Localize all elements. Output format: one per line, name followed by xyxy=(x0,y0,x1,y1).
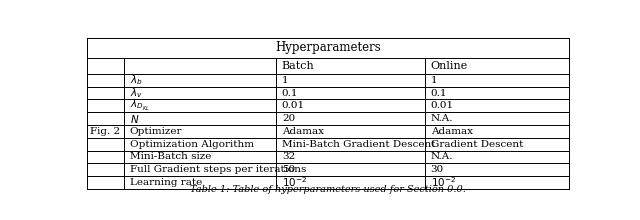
Text: Full Gradient steps per iterations: Full Gradient steps per iterations xyxy=(129,165,306,174)
Text: 0.1: 0.1 xyxy=(282,88,298,97)
Text: 1: 1 xyxy=(431,76,437,85)
Text: N.A.: N.A. xyxy=(431,114,453,123)
Text: $10^{-2}$: $10^{-2}$ xyxy=(431,176,456,189)
Text: Table 1: Table of hyperparameters used for Section 0.0.: Table 1: Table of hyperparameters used f… xyxy=(190,185,466,194)
Text: $\lambda_b$: $\lambda_b$ xyxy=(129,73,143,87)
Text: $N$: $N$ xyxy=(129,113,139,125)
Text: $\lambda_v$: $\lambda_v$ xyxy=(129,86,143,100)
Text: 32: 32 xyxy=(282,152,295,161)
Text: Adamax: Adamax xyxy=(282,127,324,136)
Text: $10^{-2}$: $10^{-2}$ xyxy=(282,176,307,189)
Text: Hyperparameters: Hyperparameters xyxy=(275,42,381,55)
Text: Mini-Batch Gradient Descent: Mini-Batch Gradient Descent xyxy=(282,140,435,149)
Text: Fig. 2: Fig. 2 xyxy=(90,127,120,136)
Text: Mini-Batch size: Mini-Batch size xyxy=(129,152,211,161)
Text: $\lambda_{D_{KL}}$: $\lambda_{D_{KL}}$ xyxy=(129,98,150,113)
Text: Optimizer: Optimizer xyxy=(129,127,182,136)
Text: 0.01: 0.01 xyxy=(431,101,454,110)
Text: 30: 30 xyxy=(431,165,444,174)
Text: Optimization Algorithm: Optimization Algorithm xyxy=(129,140,253,149)
Text: Batch: Batch xyxy=(282,61,315,71)
Text: 0.1: 0.1 xyxy=(431,88,447,97)
Text: Adamax: Adamax xyxy=(431,127,473,136)
Text: Learning rate: Learning rate xyxy=(129,178,202,187)
Text: 20: 20 xyxy=(282,114,295,123)
Text: 50: 50 xyxy=(282,165,295,174)
Text: N.A.: N.A. xyxy=(431,152,453,161)
Text: 1: 1 xyxy=(282,76,289,85)
Text: Online: Online xyxy=(431,61,468,71)
Text: Gradient Descent: Gradient Descent xyxy=(431,140,523,149)
Text: 0.01: 0.01 xyxy=(282,101,305,110)
